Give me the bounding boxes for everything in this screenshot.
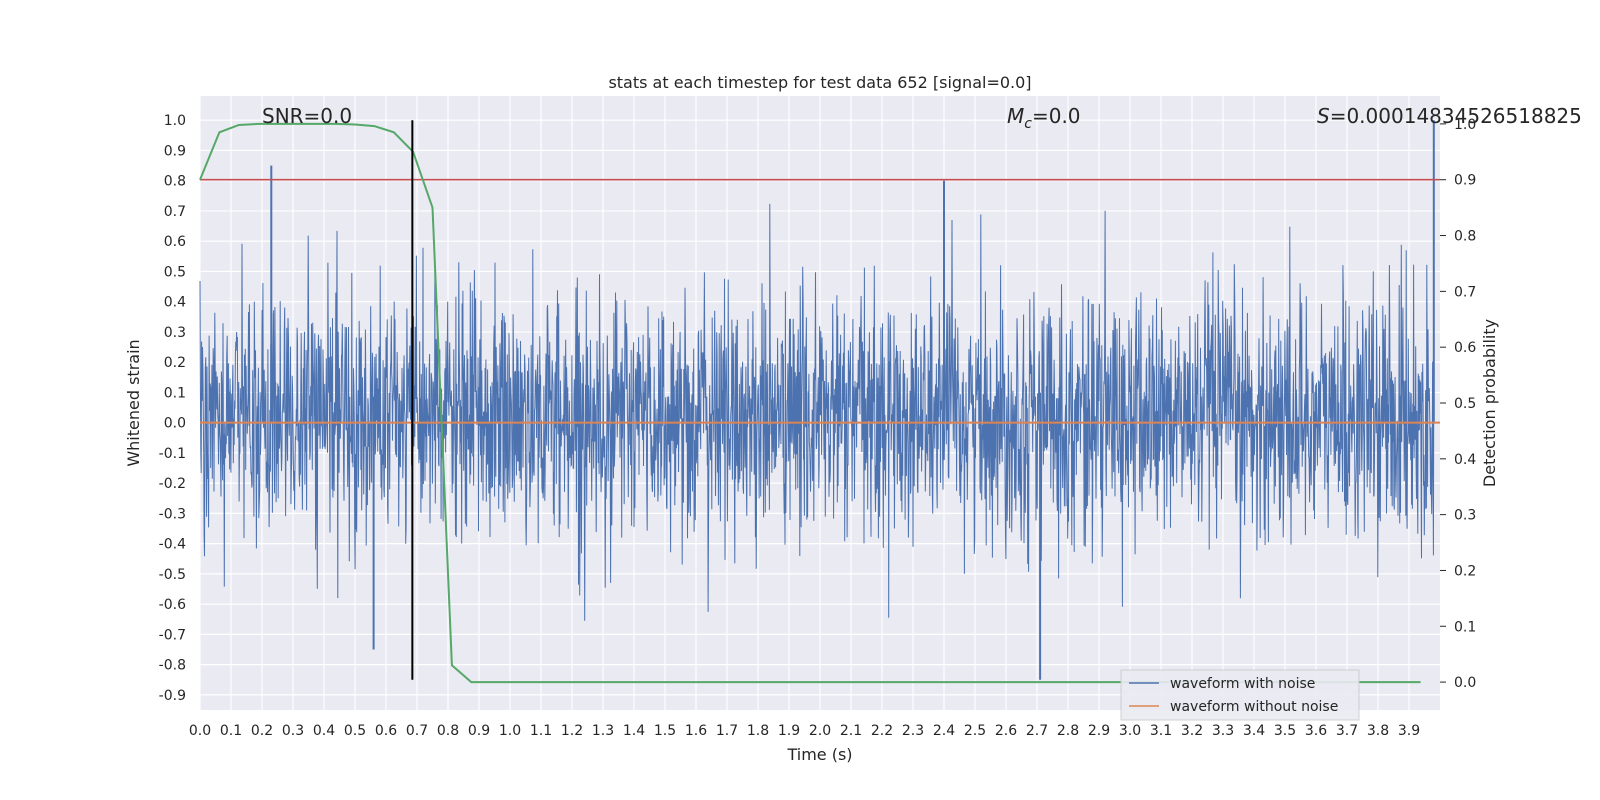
- y2-tick-label: 0.6: [1454, 340, 1476, 356]
- y2-tick-label: 0.2: [1454, 563, 1476, 579]
- y2-axis-title: Detection probability: [1480, 319, 1499, 487]
- mc-subscript: c: [1024, 116, 1032, 132]
- y2-tick-label: 0.4: [1454, 452, 1476, 468]
- y2-tick-label: 0.5: [1454, 396, 1476, 412]
- y2-tick-label: 0.0: [1454, 675, 1476, 691]
- y2-tick-label: 1.0: [1454, 117, 1476, 133]
- x-tick-label: 1.1: [530, 723, 552, 739]
- mc-value: =0.0: [1032, 104, 1081, 128]
- x-tick-label: 3.2: [1181, 723, 1203, 739]
- x-tick-label: 3.8: [1367, 723, 1389, 739]
- x-tick-label: 2.7: [1026, 723, 1048, 739]
- x-tick-label: 1.4: [623, 723, 645, 739]
- x-tick-label: 0.7: [406, 723, 428, 739]
- s-symbol: S: [1317, 104, 1330, 128]
- y-tick-label: 0.4: [164, 295, 186, 311]
- legend-box: [1120, 669, 1360, 721]
- x-tick-label: 2.1: [840, 723, 862, 739]
- legend-label-clean: waveform without noise: [1170, 699, 1338, 715]
- x-axis-ticks: 0.0 0.1 0.2 0.3 0.4 0.5 0.6 0.7 0.8 0.9 1.0 1.1 1.2 1…: [189, 723, 1420, 739]
- y-tick-label: 0.7: [164, 204, 186, 220]
- y-tick-label: 1.0: [164, 113, 186, 129]
- y2-axis-ticks: 1.0 0.9 0.8 0.7 0.6 0.5 0.4 0.3 0.2 0.1 0.0: [1440, 117, 1476, 691]
- y-axis-title: Whitened strain: [124, 339, 143, 466]
- legend: waveform with noise waveform without noi…: [1120, 669, 1360, 721]
- x-tick-label: 2.9: [1088, 723, 1110, 739]
- y-tick-label: 0.6: [164, 234, 186, 250]
- y-tick-label: -0.6: [159, 597, 186, 613]
- x-tick-label: 2.8: [1057, 723, 1079, 739]
- y-axis-ticks: 1.0 0.9 0.8 0.7 0.6 0.5 0.4 0.3 0.2 0.1 0.0 -0.1 -0.…: [159, 113, 186, 704]
- x-tick-label: 0.5: [344, 723, 366, 739]
- y2-tick-label: 0.9: [1454, 173, 1476, 189]
- x-tick-label: 1.6: [685, 723, 707, 739]
- snr-annotation: SNR=0.0: [262, 104, 352, 128]
- y-tick-label: -0.5: [159, 567, 186, 583]
- x-tick-label: 3.4: [1243, 723, 1265, 739]
- x-tick-label: 2.2: [871, 723, 893, 739]
- y-tick-label: -0.4: [159, 537, 186, 553]
- series-detection: [199, 122, 1421, 684]
- y-tick-label: -0.8: [159, 658, 186, 674]
- x-tick-label: 0.9: [468, 723, 490, 739]
- x-tick-label: 2.5: [964, 723, 986, 739]
- x-tick-label: 0.4: [313, 723, 335, 739]
- y-tick-label: -0.2: [159, 476, 186, 492]
- y-tick-label: 0.1: [164, 385, 186, 401]
- x-tick-label: 2.4: [933, 723, 955, 739]
- x-tick-label: 3.3: [1212, 723, 1234, 739]
- x-tick-label: 3.0: [1119, 723, 1141, 739]
- x-tick-label: 2.3: [902, 723, 924, 739]
- x-tick-label: 3.1: [1150, 723, 1172, 739]
- s-value: =0.00014834526518825: [1330, 104, 1582, 128]
- x-tick-label: 1.9: [778, 723, 800, 739]
- y-tick-label: 0.8: [164, 174, 186, 190]
- s-annotation: S=0.00014834526518825: [1317, 104, 1582, 128]
- y-tick-label: 0.3: [164, 325, 186, 341]
- x-tick-label: 0.0: [189, 723, 211, 739]
- x-tick-label: 3.7: [1336, 723, 1358, 739]
- x-tick-label: 0.6: [375, 723, 397, 739]
- mc-symbol: M: [1007, 104, 1024, 128]
- y-tick-label: -0.7: [159, 627, 186, 643]
- mc-annotation: Mc=0.0: [1007, 104, 1081, 132]
- y-tick-label: 0.0: [164, 416, 186, 432]
- x-axis-title: Time (s): [786, 745, 852, 764]
- y2-tick-label: 0.8: [1454, 229, 1476, 245]
- x-tick-label: 1.3: [592, 723, 614, 739]
- y-tick-label: 0.5: [164, 264, 186, 280]
- y-tick-label: -0.3: [159, 506, 186, 522]
- x-tick-label: 1.2: [561, 723, 583, 739]
- x-tick-label: 3.9: [1398, 723, 1420, 739]
- x-tick-label: 1.8: [747, 723, 769, 739]
- x-tick-label: 0.3: [282, 723, 304, 739]
- x-tick-label: 0.1: [220, 723, 242, 739]
- x-tick-label: 0.8: [437, 723, 459, 739]
- legend-label-noise: waveform with noise: [1170, 676, 1315, 692]
- x-tick-label: 1.5: [654, 723, 676, 739]
- line-series: [199, 120, 1440, 684]
- y-tick-label: -0.1: [159, 446, 186, 462]
- x-tick-label: 1.0: [499, 723, 521, 739]
- y2-tick-label: 0.7: [1454, 284, 1476, 300]
- y2-tick-label: 0.3: [1454, 508, 1476, 524]
- x-tick-label: 2.6: [995, 723, 1017, 739]
- y-tick-label: 0.9: [164, 143, 186, 159]
- y-tick-label: -0.9: [159, 688, 186, 704]
- chart-title: stats at each timestep for test data 652…: [608, 73, 1031, 92]
- y2-tick-label: 0.1: [1454, 619, 1476, 635]
- y-tick-label: 0.2: [164, 355, 186, 371]
- x-tick-label: 2.0: [809, 723, 831, 739]
- x-tick-label: 3.6: [1305, 723, 1327, 739]
- x-tick-label: 3.5: [1274, 723, 1296, 739]
- x-tick-label: 1.7: [716, 723, 738, 739]
- x-tick-label: 0.2: [251, 723, 273, 739]
